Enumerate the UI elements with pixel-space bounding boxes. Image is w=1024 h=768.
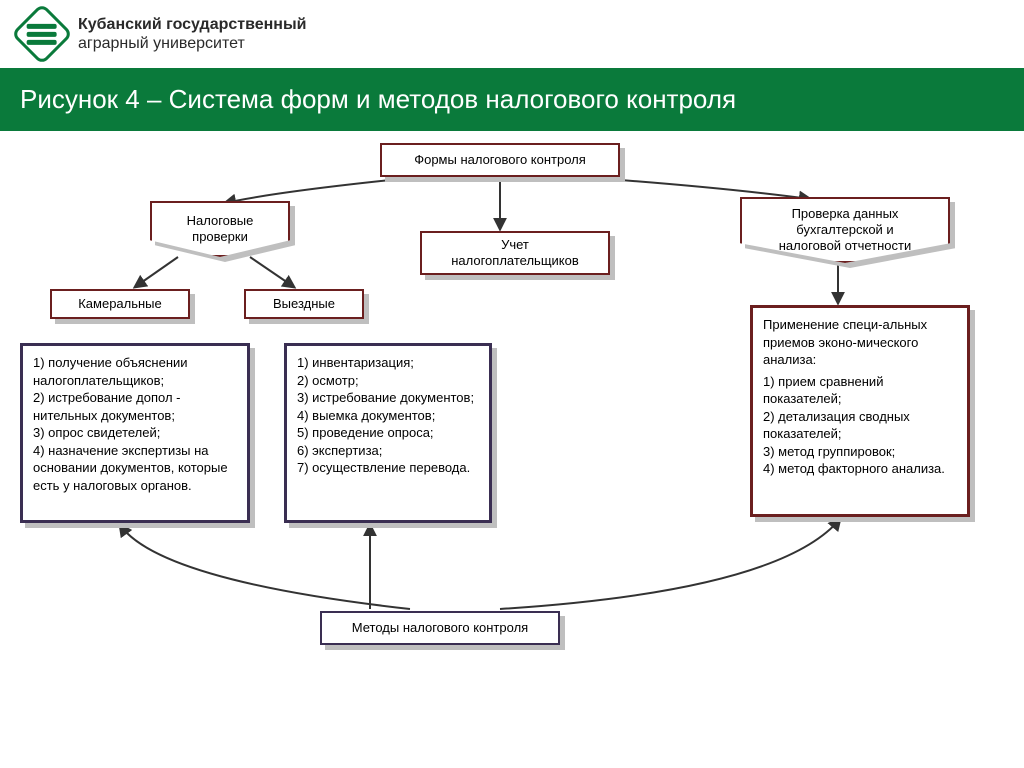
org-line1: Кубанский государственный	[78, 15, 306, 34]
slide-title: Рисунок 4 – Система форм и методов налог…	[0, 68, 1024, 131]
node-list_right: Применение специ-альных приемов эконо-ми…	[750, 305, 970, 517]
node-kameral: Камеральные	[50, 289, 190, 319]
header: Кубанский государственный аграрный униве…	[0, 0, 1024, 68]
node-vyezd: Выездные	[244, 289, 364, 319]
diagram-canvas: Формы налогового контроляНалоговыепровер…	[0, 131, 1024, 751]
node-top: Формы налогового контроля	[380, 143, 620, 177]
org-line2: аграрный университет	[78, 34, 306, 53]
node-list_left: 1) получение объяснении налогоплательщик…	[20, 343, 250, 523]
node-methods: Методы налогового контроля	[320, 611, 560, 645]
org-name: Кубанский государственный аграрный униве…	[78, 15, 306, 53]
university-logo-icon	[11, 3, 73, 65]
node-list_mid: 1) инвентаризация;2) осмотр;3) истребова…	[284, 343, 492, 523]
node-accounting: Учетналогоплательщиков	[420, 231, 610, 275]
